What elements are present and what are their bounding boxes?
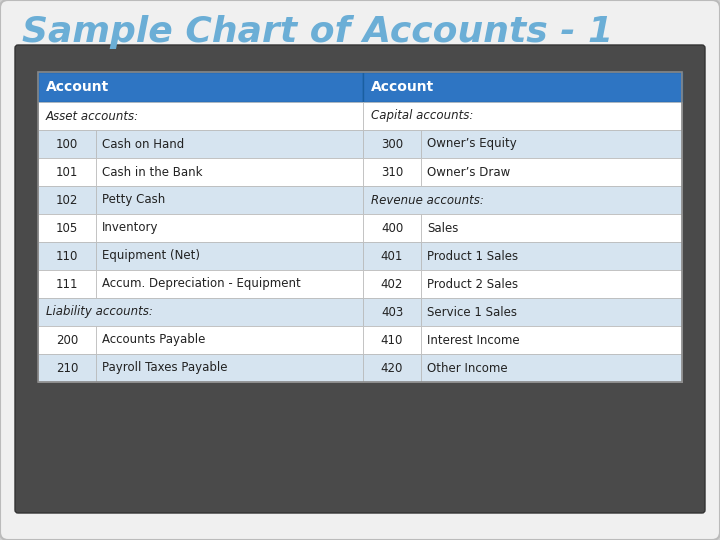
Text: 105: 105 [56, 221, 78, 234]
Bar [38, 298, 363, 326]
Text: Sample Chart of Accounts - 1: Sample Chart of Accounts - 1 [22, 15, 613, 49]
Text: 402: 402 [381, 278, 403, 291]
Bar [363, 242, 421, 270]
Text: Petty Cash: Petty Cash [102, 193, 166, 206]
Bar [96, 326, 363, 354]
Text: Product 1 Sales: Product 1 Sales [427, 249, 518, 262]
Text: Owner’s Equity: Owner’s Equity [427, 138, 517, 151]
Text: 400: 400 [381, 221, 403, 234]
Text: Service 1 Sales: Service 1 Sales [427, 306, 517, 319]
Bar [96, 270, 363, 298]
Text: 410: 410 [381, 334, 403, 347]
Bar [38, 354, 96, 382]
Text: Product 2 Sales: Product 2 Sales [427, 278, 518, 291]
Bar [96, 130, 363, 158]
Bar [38, 270, 96, 298]
Bar [363, 72, 682, 102]
Bar [363, 326, 421, 354]
Bar [421, 214, 682, 242]
Bar [421, 242, 682, 270]
Bar [38, 158, 96, 186]
Bar [421, 326, 682, 354]
Bar [363, 186, 682, 214]
Text: 420: 420 [381, 361, 403, 375]
Bar [96, 186, 363, 214]
Text: Account: Account [46, 80, 109, 94]
Text: Other Income: Other Income [427, 361, 508, 375]
Bar [421, 270, 682, 298]
Text: Capital accounts:: Capital accounts: [371, 110, 473, 123]
Text: Interest Income: Interest Income [427, 334, 520, 347]
Bar [38, 72, 363, 102]
Text: 200: 200 [56, 334, 78, 347]
Bar [363, 354, 421, 382]
Bar [38, 72, 682, 382]
Bar [363, 214, 421, 242]
Bar [38, 102, 363, 130]
Bar [38, 242, 96, 270]
Text: 401: 401 [381, 249, 403, 262]
Text: Cash on Hand: Cash on Hand [102, 138, 184, 151]
Text: Payroll Taxes Payable: Payroll Taxes Payable [102, 361, 228, 375]
Bar [363, 130, 421, 158]
Bar [363, 102, 682, 130]
Bar [421, 158, 682, 186]
Text: Sales: Sales [427, 221, 459, 234]
Bar [96, 242, 363, 270]
Bar [421, 298, 682, 326]
Bar [38, 214, 96, 242]
Bar [38, 130, 96, 158]
Text: Cash in the Bank: Cash in the Bank [102, 165, 202, 179]
Text: Revenue accounts:: Revenue accounts: [371, 193, 484, 206]
Text: 101: 101 [56, 165, 78, 179]
Bar [96, 158, 363, 186]
Text: 310: 310 [381, 165, 403, 179]
Bar [96, 214, 363, 242]
Text: 210: 210 [56, 361, 78, 375]
Bar [363, 158, 421, 186]
Bar [421, 130, 682, 158]
Bar [363, 270, 421, 298]
Bar [363, 298, 421, 326]
Text: Equipment (Net): Equipment (Net) [102, 249, 200, 262]
Text: Accounts Payable: Accounts Payable [102, 334, 205, 347]
Text: 102: 102 [56, 193, 78, 206]
Text: Account: Account [371, 80, 434, 94]
Text: Owner’s Draw: Owner’s Draw [427, 165, 510, 179]
Bar [96, 354, 363, 382]
Text: Inventory: Inventory [102, 221, 158, 234]
Text: 100: 100 [56, 138, 78, 151]
Bar [38, 186, 96, 214]
Text: 111: 111 [55, 278, 78, 291]
Bar [421, 354, 682, 382]
FancyBboxPatch shape [15, 45, 705, 513]
Text: 403: 403 [381, 306, 403, 319]
Text: Liability accounts:: Liability accounts: [46, 306, 153, 319]
Text: Accum. Depreciation - Equipment: Accum. Depreciation - Equipment [102, 278, 301, 291]
Text: 300: 300 [381, 138, 403, 151]
Text: 110: 110 [56, 249, 78, 262]
Text: Asset accounts:: Asset accounts: [46, 110, 139, 123]
Bar [38, 326, 96, 354]
